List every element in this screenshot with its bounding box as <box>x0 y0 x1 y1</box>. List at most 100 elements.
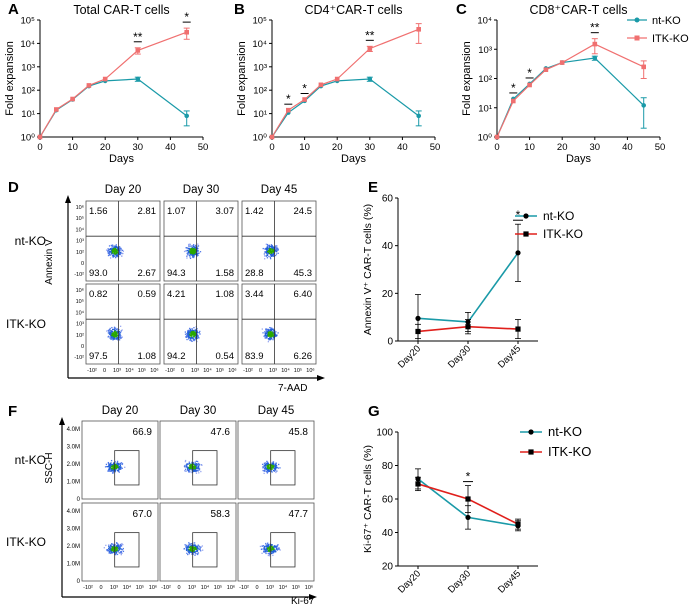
event-dot <box>121 463 124 465</box>
event-dot <box>265 332 268 334</box>
event-dot <box>196 463 199 465</box>
event-dot <box>197 463 200 465</box>
event-dot <box>272 249 274 252</box>
event-dot <box>108 254 111 256</box>
event-dot <box>191 471 193 474</box>
event-dot <box>273 249 275 252</box>
event-dot <box>267 463 270 465</box>
x-tick-label: 10 <box>299 142 310 153</box>
x-tick-label: 0 <box>255 585 258 591</box>
y-tick-label: 10² <box>76 250 84 256</box>
plot-frame <box>85 283 161 365</box>
x-tick-label: Day20 <box>396 343 423 370</box>
event-dot <box>277 467 279 469</box>
event-dot <box>188 461 190 463</box>
event-dot <box>277 247 279 250</box>
event-dot <box>197 470 199 472</box>
event-dot <box>193 327 195 329</box>
y-tick-label: 4.0M <box>67 427 80 433</box>
event-dot <box>110 543 113 545</box>
quadrant-value: 94.2 <box>167 351 186 362</box>
event-dot <box>187 330 189 332</box>
data-point <box>515 521 521 527</box>
event-dot <box>261 328 263 330</box>
event-dot <box>114 335 117 338</box>
event-dot <box>267 252 270 255</box>
legend-marker-itk-ko <box>528 449 534 455</box>
data-point <box>86 83 92 88</box>
event-dot <box>272 469 275 472</box>
event-dot <box>107 329 109 332</box>
event-dot <box>267 466 269 468</box>
event-dot <box>196 460 199 463</box>
event-dot <box>271 245 274 247</box>
event-dot <box>115 466 118 469</box>
event-dot <box>192 249 194 252</box>
event-dot <box>197 547 199 550</box>
event-dot <box>271 464 274 467</box>
event-dot <box>118 250 120 253</box>
x-tick-label: 0 <box>269 142 274 153</box>
event-dot <box>118 465 120 468</box>
event-dot <box>270 328 272 331</box>
data-point <box>318 82 324 88</box>
event-dot <box>266 472 269 474</box>
quadrant-value: 3.07 <box>216 206 235 217</box>
event-dot <box>269 333 271 335</box>
event-dot <box>186 546 188 548</box>
event-dot <box>264 332 267 334</box>
event-dot <box>271 248 274 250</box>
gate-value: 47.6 <box>211 427 231 438</box>
y-tick-label: 10¹ <box>253 109 267 120</box>
event-dot <box>187 335 189 338</box>
event-dot <box>196 547 198 550</box>
event-dot <box>193 550 195 552</box>
event-dot <box>189 466 191 468</box>
event-dot <box>191 461 193 464</box>
event-dot <box>193 338 195 340</box>
event-dot <box>274 254 277 257</box>
event-dot <box>191 465 193 467</box>
event-dot <box>268 552 271 555</box>
x-tick-label: 10⁴ <box>281 367 290 374</box>
gate-box <box>270 450 296 486</box>
event-dot <box>189 331 191 333</box>
chart-e: 0 20 40 60 Day20 Day30 Day45 Annexin V⁺ CAR-T c… <box>362 194 583 371</box>
event-dot <box>115 249 118 251</box>
event-dot <box>118 246 121 248</box>
y-tick-label: 10⁰ <box>478 133 493 144</box>
event-dot <box>114 460 116 463</box>
x-tick-label: 0 <box>177 585 180 591</box>
event-dot <box>197 245 200 247</box>
event-dot <box>194 547 197 549</box>
y-axis-label: Annexin V <box>44 239 55 285</box>
event-dot <box>192 469 194 471</box>
event-dot <box>116 542 118 544</box>
event-dot <box>184 468 187 470</box>
event-dot <box>197 468 199 470</box>
event-dot <box>122 547 124 550</box>
legend-top: nt-KO ITK-KO <box>627 15 689 45</box>
event-dot <box>191 544 193 547</box>
x-tick-label: 0 <box>181 368 184 374</box>
event-dot <box>265 549 268 551</box>
y-tick-label: 10³ <box>76 239 84 245</box>
event-dot <box>113 335 115 337</box>
event-dot <box>109 468 111 470</box>
event-dot <box>112 338 115 340</box>
event-dot <box>112 253 114 255</box>
y-tick-label: 10⁵ <box>76 298 84 305</box>
y-tick-label: 10¹ <box>21 109 35 120</box>
x-tick-label: -10² <box>161 585 171 591</box>
event-dot <box>195 464 197 467</box>
event-dot <box>271 468 273 470</box>
event-dot <box>191 328 193 330</box>
gate-value: 66.9 <box>133 427 153 438</box>
event-dot <box>269 337 271 339</box>
x-tick-label: 10⁵ <box>214 584 222 591</box>
event-dot <box>118 466 120 469</box>
event-dot <box>198 466 200 468</box>
event-dot <box>265 552 267 555</box>
event-dot <box>269 326 271 329</box>
event-dot <box>268 332 270 334</box>
